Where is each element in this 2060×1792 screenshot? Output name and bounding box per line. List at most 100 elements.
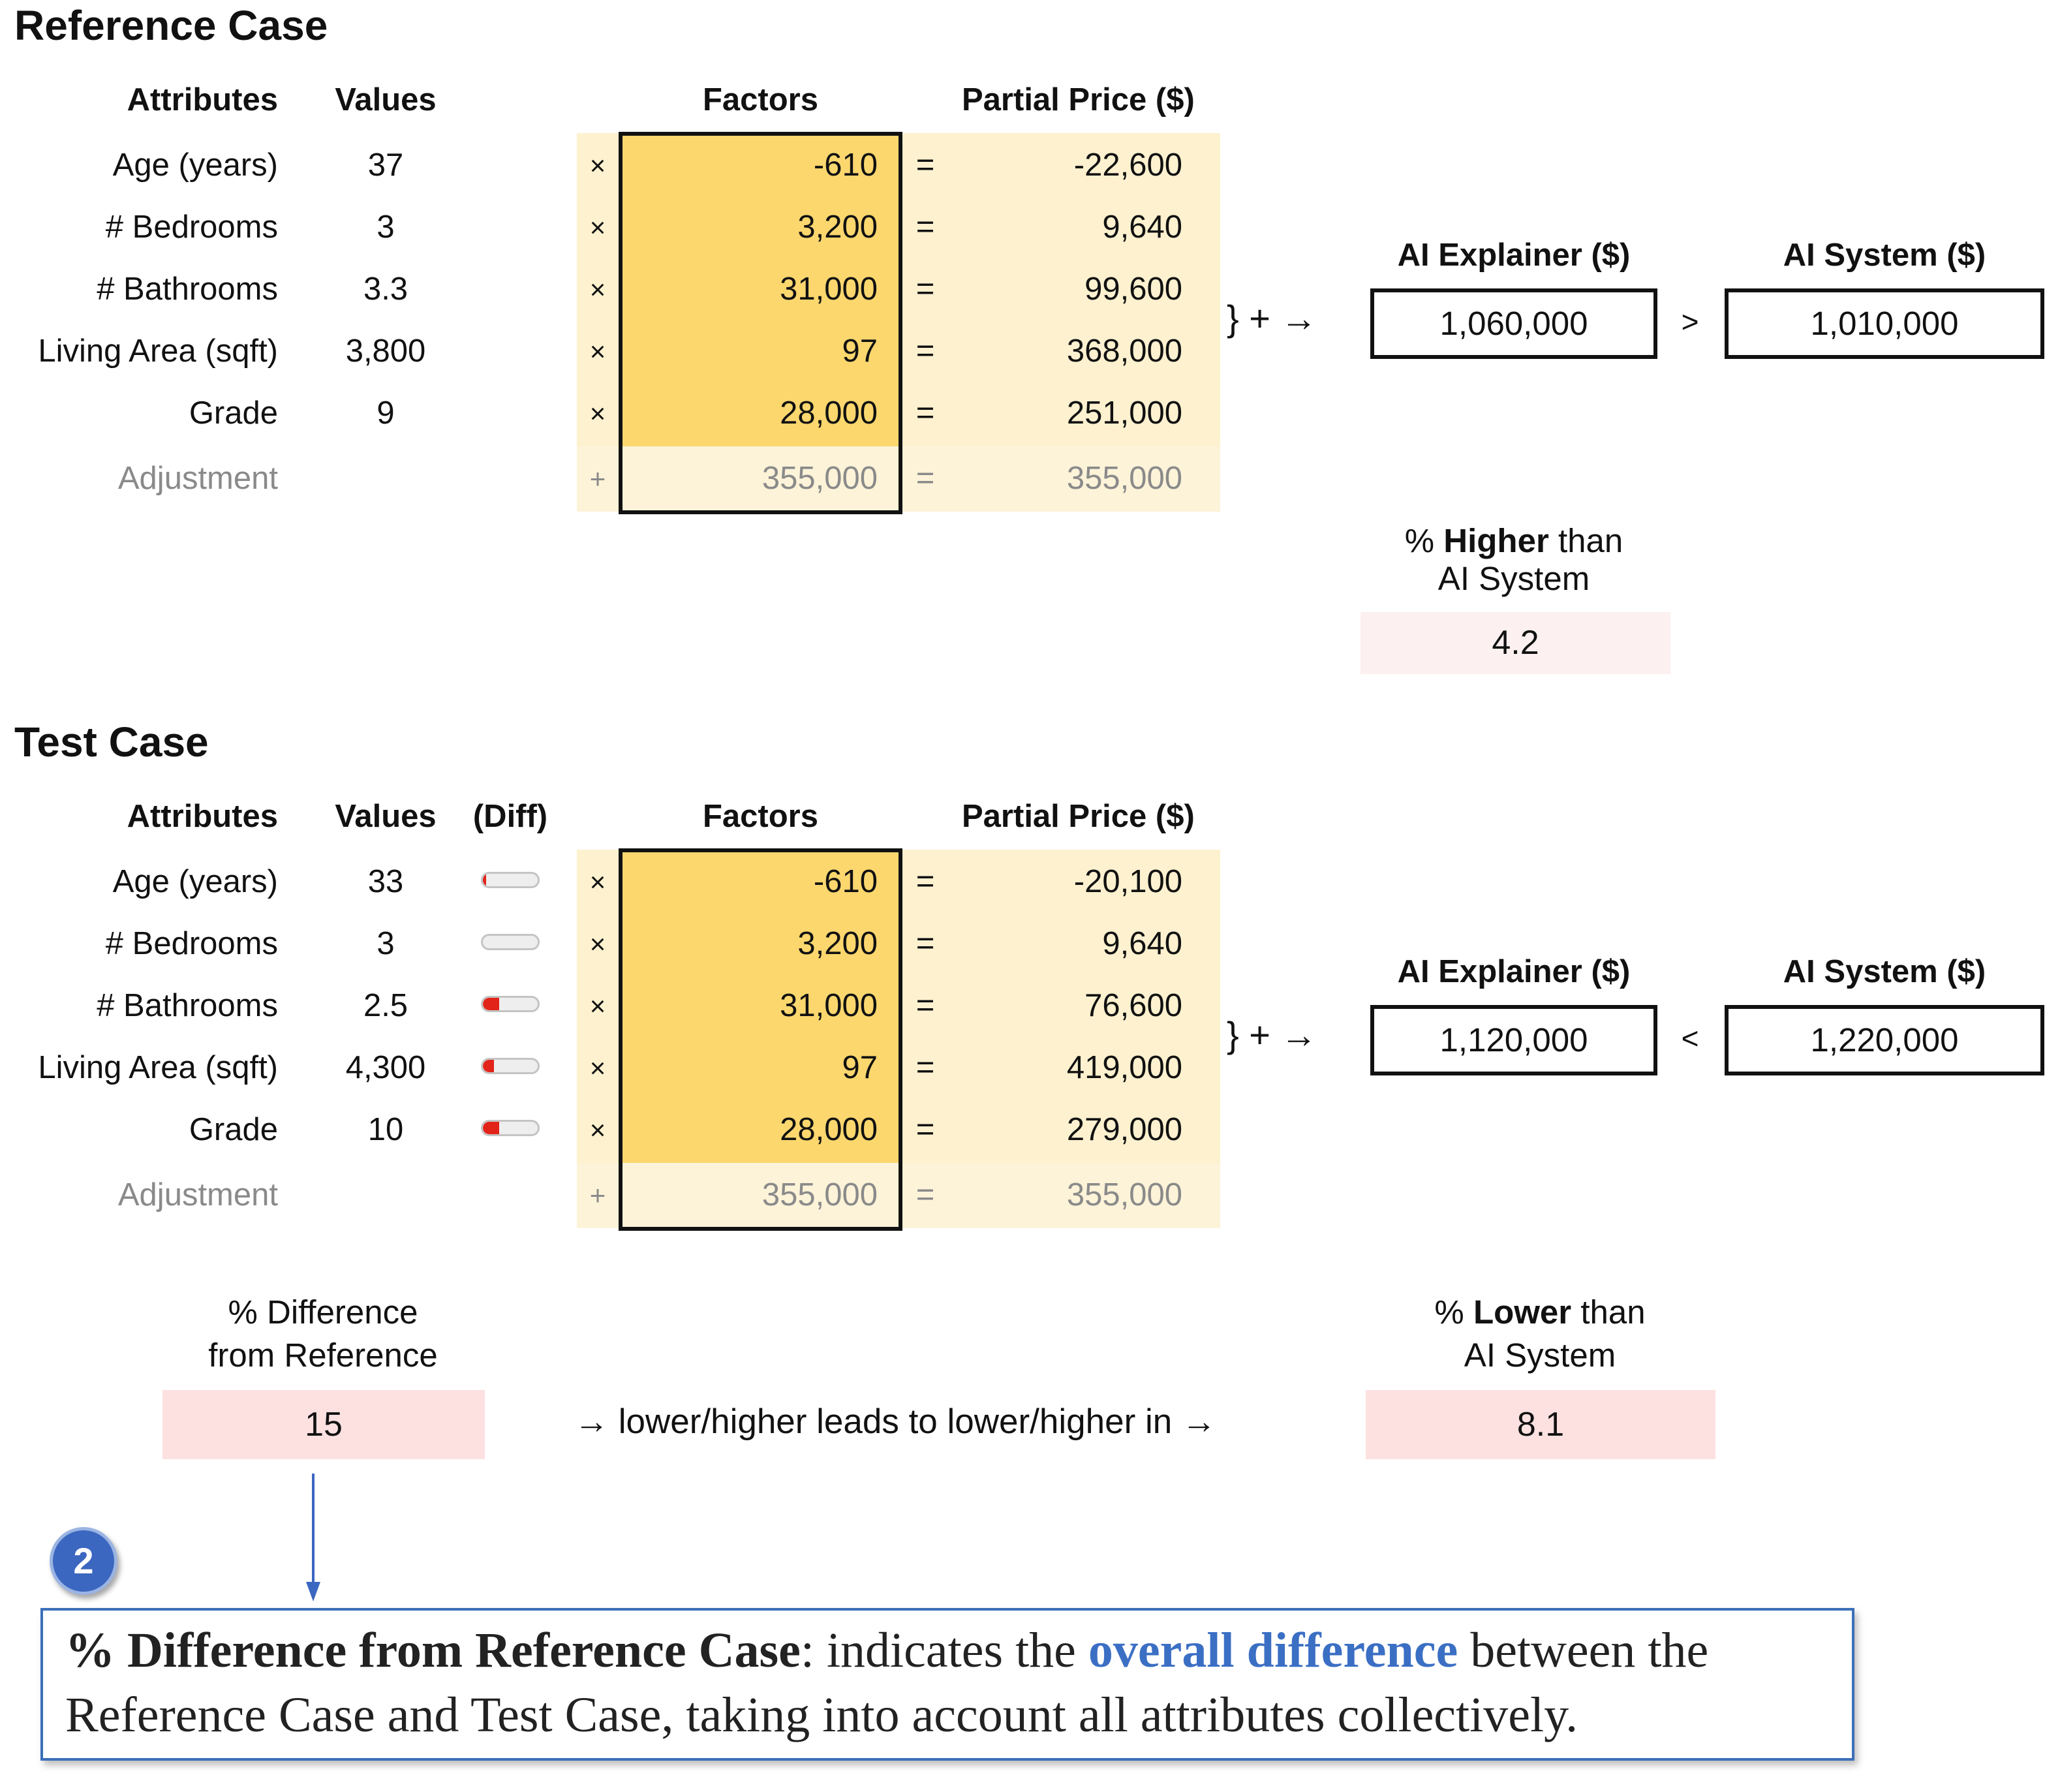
test-diff-header: (Diff) bbox=[472, 799, 548, 834]
adjustment-partial: 355,000 bbox=[1066, 1177, 1182, 1213]
equals-sign: = bbox=[915, 1112, 935, 1147]
factor-value: 97 bbox=[842, 333, 878, 369]
adjustment-partial: 355,000 bbox=[1066, 461, 1182, 496]
adjustment-factor: 355,000 bbox=[761, 461, 878, 496]
test-ai-explainer-value: 1,120,000 bbox=[1370, 1005, 1657, 1075]
partial-price-value: 76,600 bbox=[1084, 988, 1182, 1023]
pct-difference-label: % Difference from Reference bbox=[131, 1291, 515, 1377]
ref-values-header: Values bbox=[335, 82, 437, 117]
attribute-value: 37 bbox=[367, 147, 404, 183]
ref-row-bedrooms: # Bedrooms 3 × 3,200 = 9,640 bbox=[0, 196, 1240, 258]
equals-sign: = bbox=[915, 395, 935, 431]
ref-factors-frame bbox=[619, 132, 902, 514]
attribute-label: # Bedrooms bbox=[105, 926, 278, 961]
multiply-sign: × bbox=[589, 867, 606, 897]
attribute-value: 3 bbox=[377, 209, 395, 245]
attribute-value: 33 bbox=[367, 864, 404, 899]
test-row-grade: Grade 10 × 28,000 = 279,000 bbox=[0, 1099, 1240, 1161]
equals-sign: = bbox=[915, 988, 935, 1023]
equals-sign: = bbox=[915, 271, 935, 307]
attribute-label: # Bathrooms bbox=[97, 271, 278, 307]
callout-highlight: overall difference bbox=[1088, 1623, 1458, 1678]
adjustment-label: Adjustment bbox=[117, 461, 278, 496]
ref-ai-system-header: AI System ($) bbox=[1783, 238, 1986, 273]
multiply-sign: × bbox=[589, 991, 606, 1021]
test-factors-header: Factors bbox=[702, 799, 818, 834]
ref-row-adjustment: Adjustment + 355,000 = 355,000 bbox=[0, 448, 1240, 510]
attribute-value: 9 bbox=[377, 395, 395, 431]
diff-bar bbox=[481, 996, 540, 1012]
multiply-sign: × bbox=[589, 398, 606, 429]
multiply-sign: × bbox=[589, 212, 606, 243]
diff-bar bbox=[481, 1058, 540, 1074]
equals-sign: = bbox=[915, 333, 935, 369]
ref-comparison-sign: > bbox=[1681, 305, 1699, 339]
ref-factors-fill bbox=[623, 133, 899, 446]
callout-box: % Difference from Reference Case: indica… bbox=[40, 1608, 1854, 1761]
test-ai-explainer-header: AI Explainer ($) bbox=[1397, 954, 1631, 989]
partial-price-value: 368,000 bbox=[1066, 333, 1182, 369]
multiply-sign: × bbox=[589, 929, 606, 959]
partial-price-value: 9,640 bbox=[1102, 926, 1182, 961]
partial-price-value: 419,000 bbox=[1066, 1050, 1182, 1085]
test-pct-lower-label: % Lower than AI System bbox=[1351, 1291, 1729, 1377]
pct-direction: Lower bbox=[1473, 1293, 1572, 1331]
adjustment-factor: 355,000 bbox=[761, 1177, 878, 1213]
factor-value: 97 bbox=[842, 1050, 878, 1085]
ref-row-living-area: Living Area (sqft) 3,800 × 97 = 368,000 bbox=[0, 320, 1240, 382]
equals-sign: = bbox=[915, 864, 935, 899]
test-factors-fill bbox=[623, 850, 899, 1163]
adjustment-label: Adjustment bbox=[117, 1177, 278, 1213]
pct-difference-line2: from Reference bbox=[208, 1336, 438, 1374]
attribute-label: Living Area (sqft) bbox=[38, 1050, 278, 1085]
ref-sum-arrow: } + → bbox=[1227, 298, 1317, 339]
pct-direction: Higher bbox=[1443, 522, 1549, 559]
test-attributes-header: Attributes bbox=[127, 799, 278, 834]
multiply-sign: × bbox=[589, 150, 606, 181]
partial-price-value: 9,640 bbox=[1102, 209, 1182, 245]
reference-case-title: Reference Case bbox=[14, 2, 328, 49]
pct-symbol: % bbox=[1434, 1293, 1464, 1331]
test-row-adjustment: Adjustment + 355,000 = 355,000 bbox=[0, 1164, 1240, 1226]
partial-price-value: 251,000 bbox=[1066, 395, 1182, 431]
pct-difference-value: 15 bbox=[162, 1390, 485, 1459]
pct-target: AI System bbox=[1437, 560, 1590, 597]
ref-row-grade: Grade 9 × 28,000 = 251,000 bbox=[0, 382, 1240, 444]
attribute-label: Age (years) bbox=[112, 147, 278, 183]
equals-sign: = bbox=[915, 1050, 935, 1085]
diff-bar-fill bbox=[483, 998, 500, 1010]
callout-text-2: between the Reference Case and Test Case… bbox=[65, 1623, 1709, 1742]
test-factors-frame bbox=[619, 848, 902, 1231]
attribute-value: 3,800 bbox=[345, 333, 426, 369]
attribute-value: 3.3 bbox=[363, 271, 408, 307]
ref-pct-higher-label: % Higher than AI System bbox=[1325, 522, 1703, 598]
test-pct-lower-value: 8.1 bbox=[1366, 1390, 1715, 1459]
partial-price-value: 99,600 bbox=[1084, 271, 1182, 307]
pct-target: AI System bbox=[1464, 1336, 1616, 1374]
attribute-label: # Bedrooms bbox=[105, 209, 278, 245]
attribute-label: Living Area (sqft) bbox=[38, 333, 278, 369]
factor-value: -610 bbox=[813, 147, 878, 183]
diff-bar bbox=[481, 934, 540, 950]
partial-price-value: 279,000 bbox=[1066, 1112, 1182, 1147]
pct-suffix: than bbox=[1580, 1293, 1646, 1331]
attribute-label: # Bathrooms bbox=[97, 988, 278, 1023]
plus-sign: + bbox=[589, 463, 606, 494]
test-sum-arrow: } + → bbox=[1227, 1014, 1317, 1055]
ref-pct-higher-value: 4.2 bbox=[1361, 612, 1670, 674]
factor-value: 31,000 bbox=[780, 988, 878, 1023]
diff-bar bbox=[481, 872, 540, 888]
pct-suffix: than bbox=[1558, 522, 1623, 559]
equals-sign: = bbox=[915, 147, 935, 183]
ref-ai-explainer-header: AI Explainer ($) bbox=[1397, 238, 1631, 273]
factor-value: 3,200 bbox=[797, 926, 878, 961]
ref-partial-price-header: Partial Price ($) bbox=[962, 82, 1195, 117]
diff-bar-fill bbox=[483, 1122, 500, 1134]
pct-difference-line1: % Difference bbox=[228, 1293, 418, 1331]
ref-row-bathrooms: # Bathrooms 3.3 × 31,000 = 99,600 bbox=[0, 258, 1240, 320]
equals-sign: = bbox=[915, 209, 935, 245]
test-row-bedrooms: # Bedrooms 3 × 3,200 = 9,640 bbox=[0, 913, 1240, 975]
equals-sign: = bbox=[915, 1177, 935, 1213]
equals-sign: = bbox=[915, 926, 935, 961]
ref-row-age: Age (years) 37 × -610 = -22,600 bbox=[0, 134, 1240, 196]
